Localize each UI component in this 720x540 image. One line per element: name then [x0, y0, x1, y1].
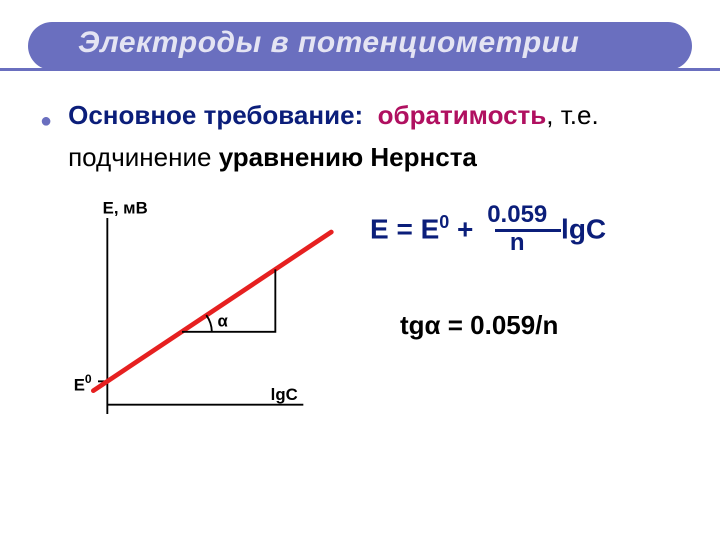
eq-numer: 0.059 [487, 203, 547, 227]
requirement-label: Основное требование: [68, 100, 363, 130]
title-pill: Электроды в потенциометрии [28, 22, 692, 70]
x-axis-label: lgC [271, 385, 298, 404]
intercept-label: E0 [74, 372, 92, 394]
angle-label: α [217, 311, 228, 330]
bullet-tail2: уравнению Нернста [219, 142, 477, 172]
eq-plus: + [449, 213, 481, 244]
eq-rhs: lgC [553, 213, 606, 244]
requirement-value: обратимость [378, 100, 547, 130]
fraction-bar [495, 229, 561, 232]
bullet-line: ● Основное требование: обратимость, т.е.… [40, 95, 680, 178]
y-axis-label: E, мB [103, 200, 148, 217]
bullet-dot-icon: ● [40, 105, 52, 137]
slide-body: ● Основное требование: обратимость, т.е.… [40, 95, 680, 178]
angle-arc [206, 315, 212, 332]
nernst-chart: E, мB lgC α E0 [70, 200, 350, 460]
eq-sup0: 0 [439, 212, 449, 232]
eq-denom: n [510, 231, 525, 255]
title-bar: Электроды в потенциометрии [0, 22, 720, 78]
regression-line [93, 232, 331, 391]
tangent-equation: tgα = 0.059/n [400, 310, 558, 341]
slide-title: Электроды в потенциометрии [78, 26, 579, 60]
eq-lhs: E = E [370, 213, 439, 244]
bullet-text: Основное требование: обратимость, т.е. п… [68, 95, 680, 178]
